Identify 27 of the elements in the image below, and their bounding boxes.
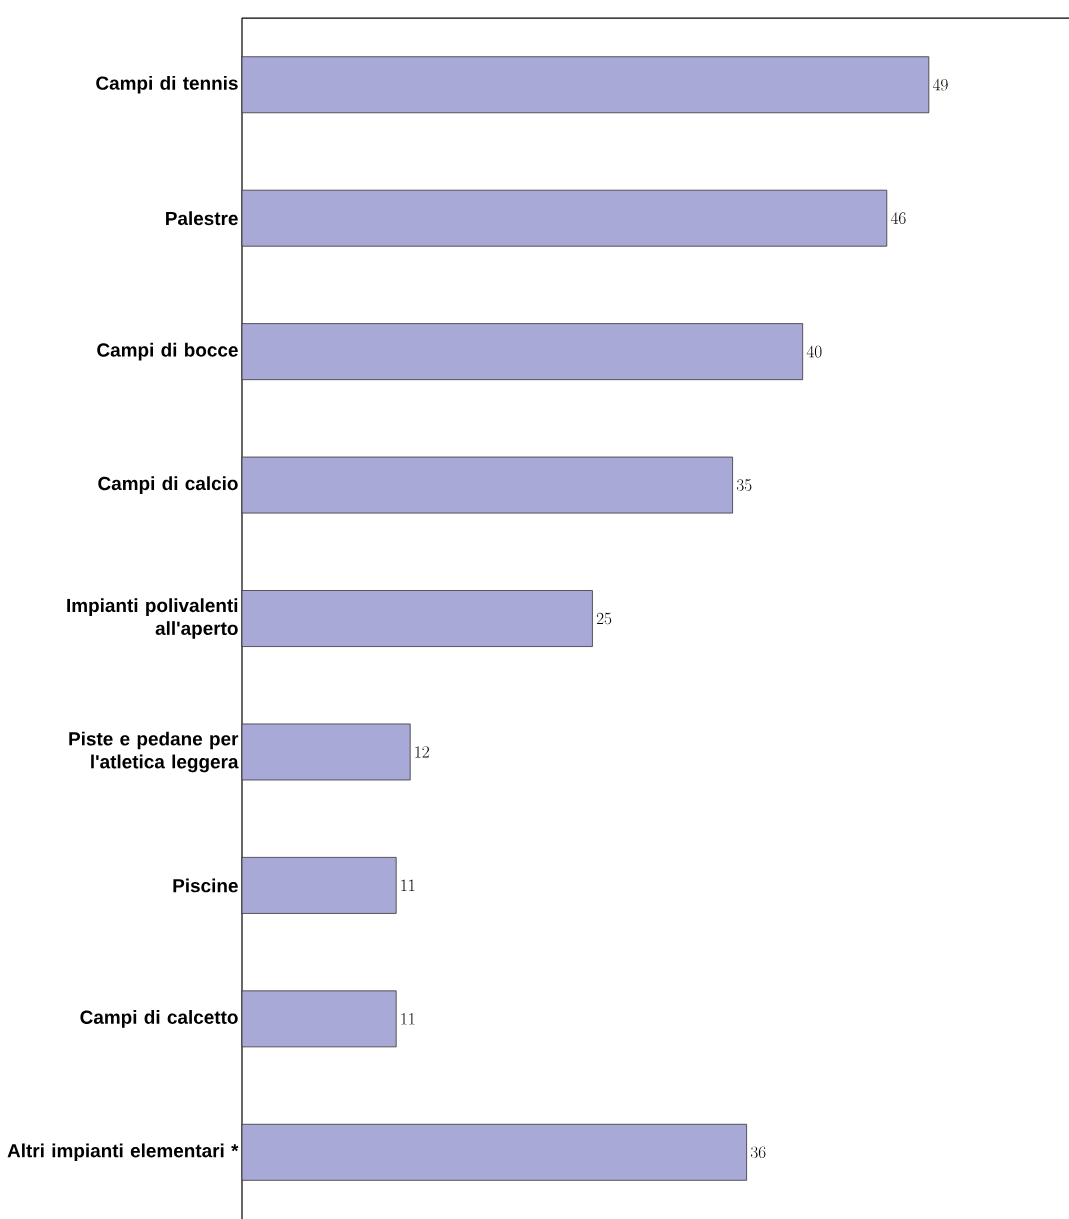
data-label: 46 <box>890 212 906 225</box>
bar <box>241 323 804 381</box>
data-label: 40 <box>806 345 822 358</box>
bar <box>241 189 888 247</box>
data-label: 25 <box>596 612 612 625</box>
data-label: 11 <box>401 1013 415 1025</box>
bar <box>241 856 397 914</box>
bar <box>241 590 593 647</box>
y-tick-label: Piscine <box>173 878 238 893</box>
y-tick-label: Impianti polivalenti all'aperto <box>67 598 238 639</box>
y-tick-label: Campi di calcio <box>98 476 238 494</box>
data-label: 12 <box>415 746 429 758</box>
y-tick-label: Campi di calcetto <box>80 1010 238 1028</box>
bar <box>241 990 397 1048</box>
y-tick-label: Palestre <box>166 211 238 226</box>
data-label: 11 <box>401 879 415 891</box>
bar <box>241 56 930 114</box>
y-tick-label: Campi di bocce <box>97 342 238 361</box>
bar <box>241 1123 748 1181</box>
y-tick-label: Campi di tennis <box>96 75 238 94</box>
data-label: 49 <box>932 78 948 91</box>
data-label: 35 <box>736 479 752 491</box>
y-tick-label: Piste e pedane per l'atletica leggera <box>69 731 239 773</box>
bar <box>241 723 411 781</box>
y-tick-label: Altri impianti elementari * <box>7 1143 239 1162</box>
bar <box>241 456 733 514</box>
data-label: 36 <box>750 1146 766 1159</box>
